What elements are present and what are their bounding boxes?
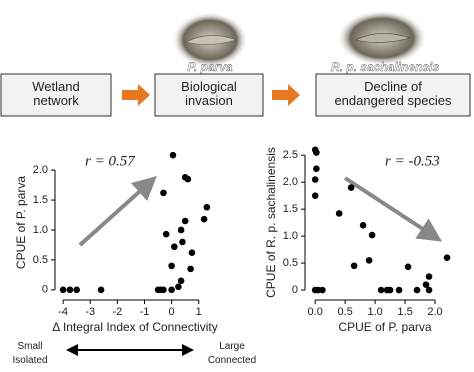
annotation: r = 0.57 (85, 153, 136, 169)
point (335, 210, 343, 217)
point (311, 176, 319, 183)
scale-label: Large Connected (208, 341, 256, 366)
point (203, 203, 211, 211)
point (169, 151, 177, 159)
point (73, 286, 80, 294)
point (404, 263, 412, 271)
trend-arrow (78, 175, 157, 247)
point (171, 243, 178, 251)
x-tick-label: -4 (58, 306, 68, 318)
y-tick-label: 1.5 (283, 203, 298, 215)
x-tick-label: 0.5 (338, 306, 353, 318)
point (160, 286, 167, 294)
point (168, 262, 175, 270)
flow-text: Wetland network (32, 79, 79, 108)
point (365, 257, 373, 264)
point (168, 286, 175, 294)
trend-arrow (343, 176, 443, 242)
x-tick-label: 1.5 (397, 306, 412, 318)
flow-box (0, 73, 112, 117)
point (425, 286, 433, 294)
y-tick-label: 2.5 (283, 149, 298, 161)
point (66, 286, 74, 294)
x-tick-label: 0 (169, 306, 175, 318)
point (311, 192, 319, 199)
point (443, 254, 451, 261)
flow-box (315, 73, 471, 117)
y-axis-label: CPUE of P. parva (14, 176, 28, 269)
y-tick-label: 2.0 (33, 164, 48, 176)
point (177, 226, 185, 234)
point (188, 249, 196, 257)
point (97, 286, 105, 294)
point (395, 286, 403, 294)
point (200, 215, 208, 223)
x-tick-label: 1.0 (367, 306, 382, 318)
flow-box (154, 73, 264, 117)
fish-icon (355, 33, 412, 43)
species-label: P. parva (187, 60, 232, 74)
flow-arrow (122, 84, 150, 106)
y-tick-label: 0.5 (283, 257, 298, 269)
point (319, 286, 326, 294)
flow-arrow (272, 84, 300, 106)
point (359, 222, 367, 229)
y-tick-label: 1.0 (283, 230, 298, 242)
x-tick-label: 0.0 (308, 306, 323, 318)
x-tick-label: 1 (196, 306, 202, 318)
point (179, 238, 186, 246)
point (187, 265, 194, 273)
point (162, 230, 170, 238)
point (413, 286, 421, 294)
x-tick-label: -1 (140, 306, 150, 318)
y-tick-label: 0.5 (33, 254, 48, 266)
point (422, 281, 430, 288)
x-tick-label: -3 (85, 306, 95, 318)
flow-text: Decline of endangered species (334, 79, 452, 108)
y-tick-label: 0 (42, 284, 48, 296)
point (59, 286, 67, 294)
x-axis-label: CPUE of P. parva (338, 320, 431, 334)
point (386, 286, 394, 294)
point (425, 273, 433, 280)
point (177, 277, 185, 285)
x-tick-label: 2.0 (427, 306, 442, 318)
point (181, 217, 189, 225)
point (350, 262, 358, 270)
point (377, 286, 385, 294)
fish-icon (185, 35, 237, 45)
y-tick-label: 1.0 (33, 224, 48, 236)
y-tick-label: 2.0 (283, 176, 298, 188)
flow-text: Biological invasion (181, 79, 237, 108)
point (347, 184, 355, 191)
point (184, 175, 192, 183)
point (313, 149, 320, 156)
x-axis-label: Δ Integral Index of Connectivity (52, 320, 217, 334)
x-tick-label: -2 (112, 306, 122, 318)
point (160, 189, 167, 197)
species-label: R. p. sachalinensis (331, 60, 439, 74)
point (368, 231, 376, 239)
point (313, 165, 320, 173)
y-tick-label: 1.5 (33, 194, 48, 206)
y-tick-label: 0 (292, 284, 298, 296)
y-axis-label: CPUE of R. p. sachalinensis (264, 147, 278, 298)
point (175, 283, 182, 291)
scale-label: Small Isolated (12, 341, 47, 366)
annotation: r = -0.53 (385, 153, 440, 169)
